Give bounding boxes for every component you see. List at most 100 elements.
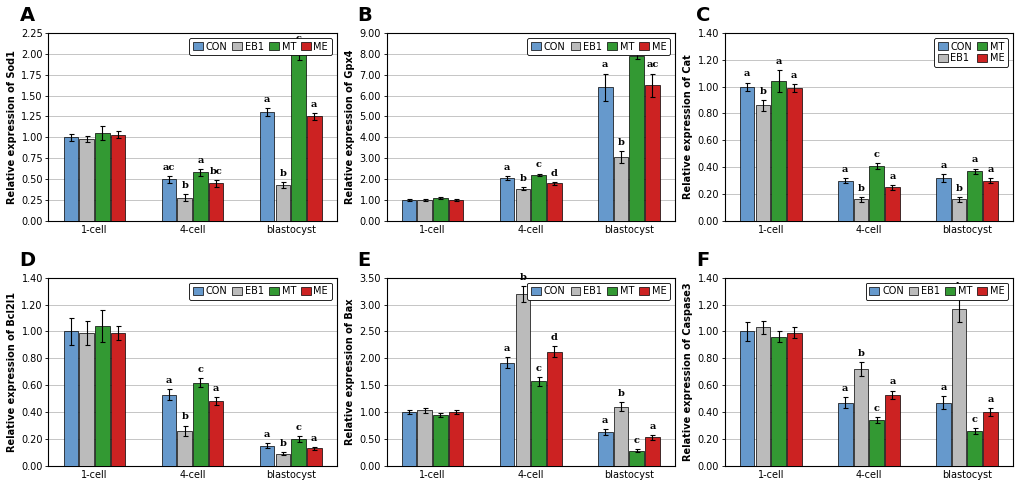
Bar [853, 369, 867, 466]
Bar [95, 133, 110, 221]
Bar [499, 363, 514, 466]
Text: b: b [519, 273, 526, 281]
Bar [401, 412, 416, 466]
Bar [401, 200, 416, 221]
Bar [162, 394, 176, 466]
Text: a: a [264, 95, 270, 104]
Text: a: a [940, 161, 946, 170]
Bar [291, 54, 306, 221]
Bar [884, 394, 899, 466]
Text: b: b [519, 174, 526, 183]
Bar [307, 116, 321, 221]
Text: b: b [857, 184, 863, 193]
Bar [868, 166, 883, 221]
Bar [967, 431, 981, 466]
Bar [111, 333, 125, 466]
Text: a: a [311, 100, 317, 109]
Bar [307, 449, 321, 466]
Text: a: a [889, 171, 895, 181]
Text: a: a [503, 344, 510, 353]
Bar [63, 137, 78, 221]
Bar [260, 446, 274, 466]
Text: E: E [358, 251, 371, 270]
Text: a: a [601, 60, 608, 70]
Bar [417, 200, 432, 221]
Bar [982, 181, 997, 221]
Text: b: b [181, 412, 189, 421]
Text: c: c [535, 160, 541, 169]
Text: B: B [358, 6, 372, 25]
Text: b: b [181, 181, 189, 190]
Text: c: c [873, 404, 878, 413]
Text: c: c [535, 364, 541, 373]
Text: c: c [198, 365, 203, 375]
Bar [644, 437, 659, 466]
Bar [982, 412, 997, 466]
Text: F: F [695, 251, 708, 270]
Text: b: b [616, 389, 624, 398]
Bar [787, 88, 801, 221]
Bar [951, 309, 965, 466]
Bar [193, 382, 208, 466]
Bar [417, 411, 432, 466]
Text: b: b [857, 349, 863, 358]
Bar [275, 454, 289, 466]
Bar [838, 403, 852, 466]
Bar [739, 332, 754, 466]
Bar [291, 439, 306, 466]
Bar [448, 412, 463, 466]
Bar [275, 185, 289, 221]
Bar [448, 200, 463, 221]
Bar [95, 326, 110, 466]
Text: b: b [279, 439, 286, 449]
Text: a: a [213, 384, 219, 393]
Bar [770, 337, 785, 466]
Bar [177, 198, 192, 221]
Bar [787, 333, 801, 466]
Bar [739, 87, 754, 221]
Legend: CON, EB1, MT, ME: CON, EB1, MT, ME [527, 282, 669, 300]
Text: A: A [19, 6, 35, 25]
Legend: CON, EB1, MT, ME: CON, EB1, MT, ME [865, 282, 1007, 300]
Bar [515, 294, 530, 466]
Text: a: a [971, 155, 977, 165]
Bar [193, 172, 208, 221]
Text: a: a [986, 165, 993, 174]
Bar [755, 327, 769, 466]
Text: c: c [633, 436, 639, 445]
Text: a: a [940, 383, 946, 392]
Bar [853, 200, 867, 221]
Bar [433, 415, 447, 466]
Text: c: c [633, 39, 639, 49]
Bar [209, 183, 223, 221]
Bar [597, 87, 612, 221]
Bar [613, 407, 628, 466]
Bar [613, 157, 628, 221]
Text: a: a [311, 434, 317, 443]
Bar [755, 105, 769, 221]
Text: a: a [601, 415, 608, 425]
Bar [770, 81, 785, 221]
Text: c: c [296, 423, 302, 432]
Text: b: b [955, 282, 962, 291]
Y-axis label: Relative expression of Gpx4: Relative expression of Gpx4 [345, 50, 355, 204]
Text: a: a [889, 377, 895, 387]
Bar [79, 139, 94, 221]
Text: d: d [550, 333, 557, 342]
Legend: CON, EB1, MT, ME: CON, EB1, MT, ME [190, 37, 331, 56]
Text: d: d [550, 169, 557, 178]
Text: b: b [279, 169, 286, 178]
Bar [629, 451, 643, 466]
Bar [63, 332, 78, 466]
Bar [868, 420, 883, 466]
Text: bc: bc [210, 167, 222, 176]
Text: c: c [873, 150, 878, 159]
Text: a: a [197, 156, 204, 165]
Bar [546, 352, 561, 466]
Bar [644, 85, 659, 221]
Legend: CON, EB1, MT, ME: CON, EB1, MT, ME [190, 282, 331, 300]
Legend: CON, EB1, MT, ME: CON, EB1, MT, ME [527, 37, 669, 56]
Bar [162, 179, 176, 221]
Y-axis label: Relative expression of Bcl2l1: Relative expression of Bcl2l1 [7, 292, 17, 452]
Bar [209, 401, 223, 466]
